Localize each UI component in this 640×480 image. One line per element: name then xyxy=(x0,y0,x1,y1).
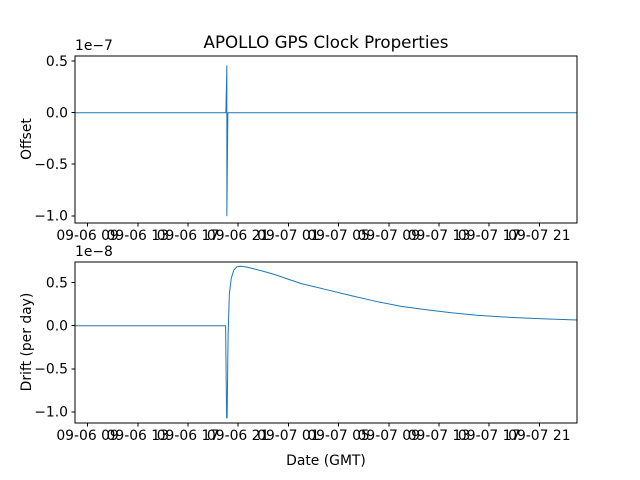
x-tick-label: 09-06 17 xyxy=(157,428,219,444)
x-tick-label: 09-06 09 xyxy=(56,228,118,244)
x-tick-label: 09-06 09 xyxy=(56,428,118,444)
x-tick-label: 09-07 09 xyxy=(358,428,420,444)
y-axis-scale-offset-top: 1e−7 xyxy=(75,38,113,54)
y-tick-label: 0.5 xyxy=(46,54,68,70)
axes-spines xyxy=(74,55,578,224)
y-axis-label-drift: Drift (per day) xyxy=(19,292,35,392)
chart-title: APOLLO GPS Clock Properties xyxy=(203,32,449,52)
axes-spines xyxy=(74,261,578,424)
x-tick-label: 09-07 17 xyxy=(458,428,520,444)
y-tick-label: −1.0 xyxy=(34,405,68,421)
y-axis-scale-offset-bottom: 1e−8 xyxy=(75,244,113,260)
x-tick-label: 09-07 13 xyxy=(408,428,470,444)
x-tick-label: 09-07 09 xyxy=(358,228,420,244)
y-tick-label: −1.0 xyxy=(34,209,68,225)
y-tick-label: −0.5 xyxy=(34,362,68,378)
x-tick-label: 09-07 05 xyxy=(307,228,369,244)
y-axis-label-offset: Offset xyxy=(19,118,35,160)
x-tick-label: 09-07 05 xyxy=(307,428,369,444)
x-tick-label: 09-07 01 xyxy=(257,428,319,444)
clock-drift-line xyxy=(75,265,578,419)
x-tick-label: 09-06 17 xyxy=(157,228,219,244)
x-tick-label: 09-07 21 xyxy=(508,228,570,244)
y-tick-label: 0.5 xyxy=(46,275,68,291)
y-tick-label: −0.5 xyxy=(34,157,68,173)
y-tick-label: 0.0 xyxy=(46,319,68,335)
x-tick-label: 09-06 13 xyxy=(107,228,169,244)
x-tick-label: 09-06 21 xyxy=(207,428,269,444)
x-tick-label: 09-07 01 xyxy=(257,228,319,244)
clock-offset-line xyxy=(75,65,577,217)
x-axis-label: Date (GMT) xyxy=(286,453,366,469)
x-tick-label: 09-06 13 xyxy=(107,428,169,444)
x-tick-label: 09-07 13 xyxy=(408,228,470,244)
x-tick-label: 09-07 21 xyxy=(508,428,570,444)
y-tick-label: 0.0 xyxy=(46,105,68,121)
x-tick-label: 09-07 17 xyxy=(458,228,520,244)
x-tick-label: 09-06 21 xyxy=(207,228,269,244)
